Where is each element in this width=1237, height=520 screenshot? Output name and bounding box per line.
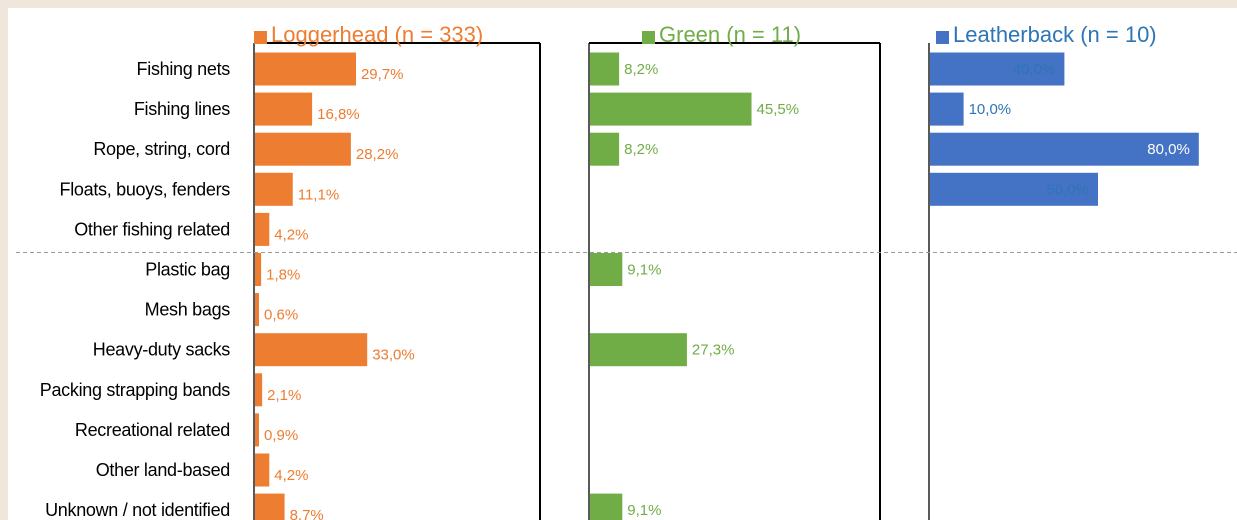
data-label: 45,5%	[757, 101, 800, 118]
bar	[590, 253, 623, 286]
bar	[590, 493, 623, 520]
data-label: 0,6%	[264, 307, 298, 324]
bar	[255, 333, 368, 367]
bar	[930, 92, 964, 126]
bar	[590, 333, 687, 367]
data-label: 80,0%	[1147, 141, 1190, 158]
data-label: 10,0%	[969, 101, 1012, 118]
category-label: Other fishing related	[74, 219, 230, 239]
data-label: 4,2%	[274, 467, 308, 484]
category-label: Mesh bags	[145, 300, 231, 320]
category-label: Heavy-duty sacks	[93, 340, 231, 360]
bar	[930, 52, 1065, 86]
bar	[255, 373, 263, 407]
data-label: 8,2%	[624, 141, 658, 158]
data-label: 0,9%	[264, 427, 298, 444]
legend-label: Leatherback (n = 10)	[953, 22, 1157, 47]
bar	[255, 493, 285, 520]
category-label: Plastic bag	[145, 260, 230, 280]
bar	[590, 132, 620, 166]
bar	[590, 92, 752, 126]
data-label: 9,1%	[627, 502, 661, 519]
category-labels: Fishing nets Fishing lines Rope, string, c…	[40, 59, 231, 520]
data-label: 40,0%	[1013, 61, 1056, 78]
category-label: Other land-based	[96, 460, 230, 480]
bar	[255, 453, 270, 487]
bar	[590, 52, 620, 86]
data-label: 28,2%	[356, 146, 399, 163]
category-label: Fishing nets	[137, 59, 231, 79]
bar	[255, 253, 262, 286]
category-label: Recreational related	[75, 420, 230, 440]
category-label: Unknown / not identified	[45, 500, 230, 520]
bar	[930, 172, 1098, 206]
category-label: Packing strapping bands	[40, 380, 231, 400]
bar	[930, 132, 1199, 166]
category-label: Fishing lines	[134, 99, 230, 119]
category-label: Floats, buoys, fenders	[60, 179, 231, 199]
bar	[255, 293, 259, 327]
data-label: 9,1%	[627, 262, 661, 279]
bar	[255, 132, 351, 166]
legend: Loggerhead (n = 333) Green (n = 11) Leathe…	[254, 22, 1157, 47]
data-label: 8,7%	[290, 507, 324, 520]
data-label: 29,7%	[361, 66, 404, 83]
data-label: 16,8%	[317, 106, 360, 123]
legend-swatch	[936, 31, 949, 44]
bar	[255, 413, 259, 447]
bar	[255, 172, 293, 206]
data-label: 1,8%	[266, 267, 300, 284]
legend-label: Green (n = 11)	[659, 22, 801, 47]
data-label: 11,1%	[298, 186, 339, 203]
legend-swatch	[254, 31, 267, 44]
bar	[255, 52, 356, 86]
data-label: 8,2%	[624, 61, 658, 78]
bar	[255, 92, 313, 126]
data-label: 2,1%	[267, 387, 301, 404]
data-label: 50,0%	[1046, 181, 1089, 198]
category-label: Rope, string, cord	[93, 139, 230, 159]
bars: 29,7% 16,8% 28,2% 11,1% 4,2% 1,8% 0,6% 33,0% 2,1…	[255, 52, 1199, 520]
data-label: 4,2%	[274, 226, 308, 243]
data-label: 33,0%	[372, 347, 415, 364]
data-label: 27,3%	[692, 342, 735, 359]
legend-swatch	[642, 31, 655, 44]
legend-label: Loggerhead (n = 333)	[271, 22, 483, 47]
bar	[255, 212, 270, 246]
panels	[253, 42, 930, 520]
